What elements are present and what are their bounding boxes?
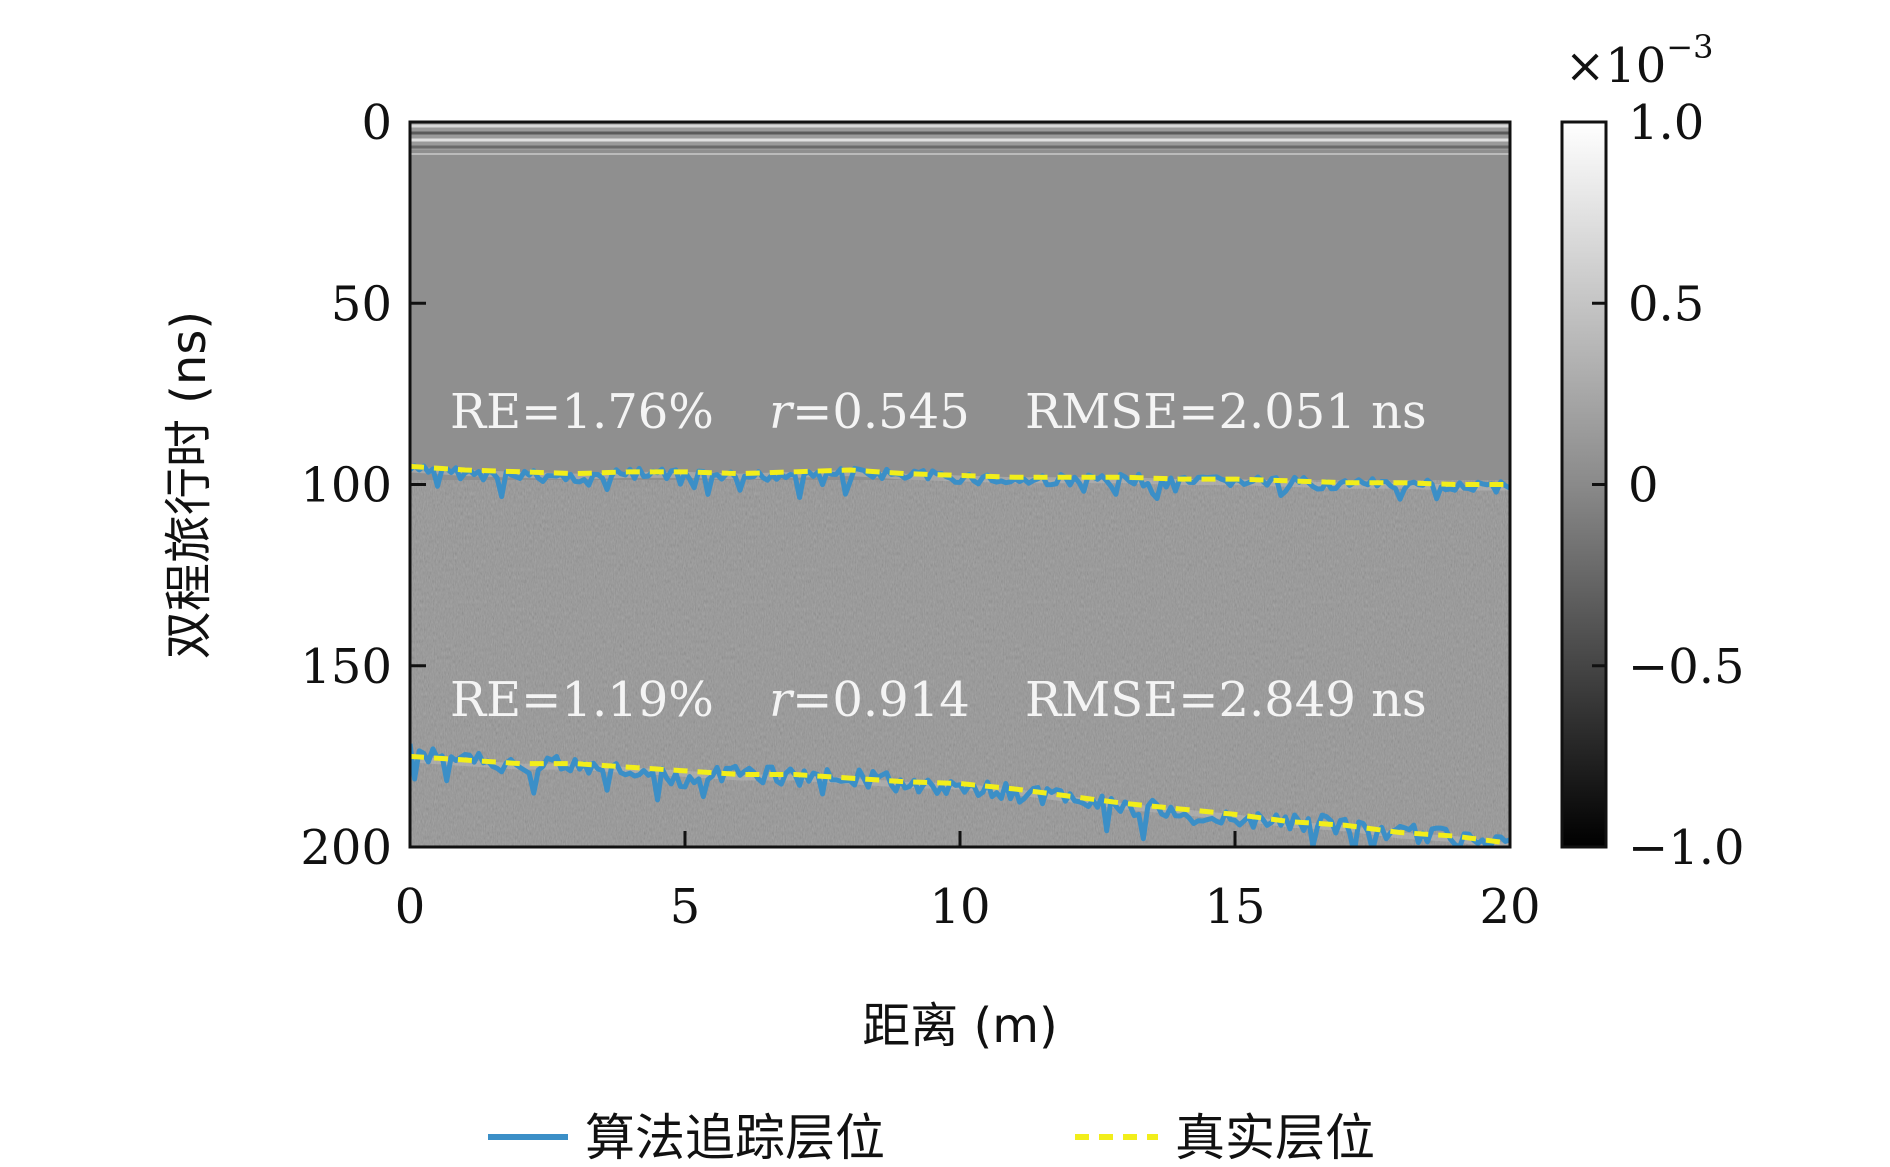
annotation-lower: RE=1.19% r=0.914 RMSE=2.849 ns (450, 672, 1427, 728)
colorbar-multiplier: ×10−3 (1565, 28, 1713, 94)
colorbar-tick-label: −0.5 (1628, 639, 1745, 695)
annotation-upper-re: RE=1.76% (450, 384, 714, 440)
x-tick-label: 5 (670, 879, 701, 935)
x-tick-label: 15 (1204, 879, 1265, 935)
legend: 算法追踪层位 真实层位 (488, 1109, 1375, 1167)
y-axis-ticks: 0 50 100 150 200 (300, 95, 426, 876)
colorbar-tick-label: 1.0 (1628, 95, 1704, 151)
annotation-lower-r-value: =0.914 (792, 672, 970, 728)
y-tick-label: 50 (331, 276, 392, 332)
annotation-upper: RE=1.76% r=0.545 RMSE=2.051 ns (450, 384, 1427, 440)
tracked-layer-line (410, 743, 1510, 847)
true-layer-line (410, 753, 1510, 846)
y-tick-label: 150 (300, 639, 392, 695)
colorbar: 1.0 0.5 0 −0.5 −1.0 ×10−3 (1560, 28, 1745, 876)
x-tick-label: 10 (929, 879, 990, 935)
legend-label-tracked: 算法追踪层位 (585, 1109, 885, 1167)
true-layer-line (410, 463, 1510, 487)
colorbar-tick-label: 0.5 (1628, 276, 1704, 332)
x-tick-label: 0 (395, 879, 426, 935)
colorbar-tick-label: 0 (1628, 458, 1659, 514)
annotation-upper-rmse: RMSE=2.051 ns (1025, 384, 1427, 440)
annotation-upper-r-symbol: r (769, 384, 795, 440)
y-tick-label: 200 (300, 820, 392, 876)
annotation-lower-rmse: RMSE=2.849 ns (1025, 672, 1427, 728)
annotation-lower-r-symbol: r (769, 672, 795, 728)
x-axis-ticks: 0 5 10 15 20 (395, 831, 1541, 935)
annotation-upper-r-value: =0.545 (792, 384, 970, 440)
x-axis-label: 距离 (m) (862, 998, 1057, 1054)
x-tick-label: 20 (1479, 879, 1540, 935)
colorbar-tick-label: −1.0 (1628, 820, 1745, 876)
colorbar-multiplier-base: ×10 (1565, 38, 1666, 94)
colorbar-multiplier-exponent: −3 (1666, 28, 1713, 66)
y-tick-label: 0 (361, 95, 392, 151)
annotation-lower-re: RE=1.19% (450, 672, 714, 728)
y-tick-label: 100 (300, 458, 392, 514)
legend-label-true: 真实层位 (1175, 1109, 1375, 1167)
y-axis-label: 双程旅行时 (ns) (161, 311, 217, 659)
colorbar-ticks: 1.0 0.5 0 −0.5 −1.0 (1592, 95, 1745, 876)
layer-traces (410, 463, 1510, 847)
